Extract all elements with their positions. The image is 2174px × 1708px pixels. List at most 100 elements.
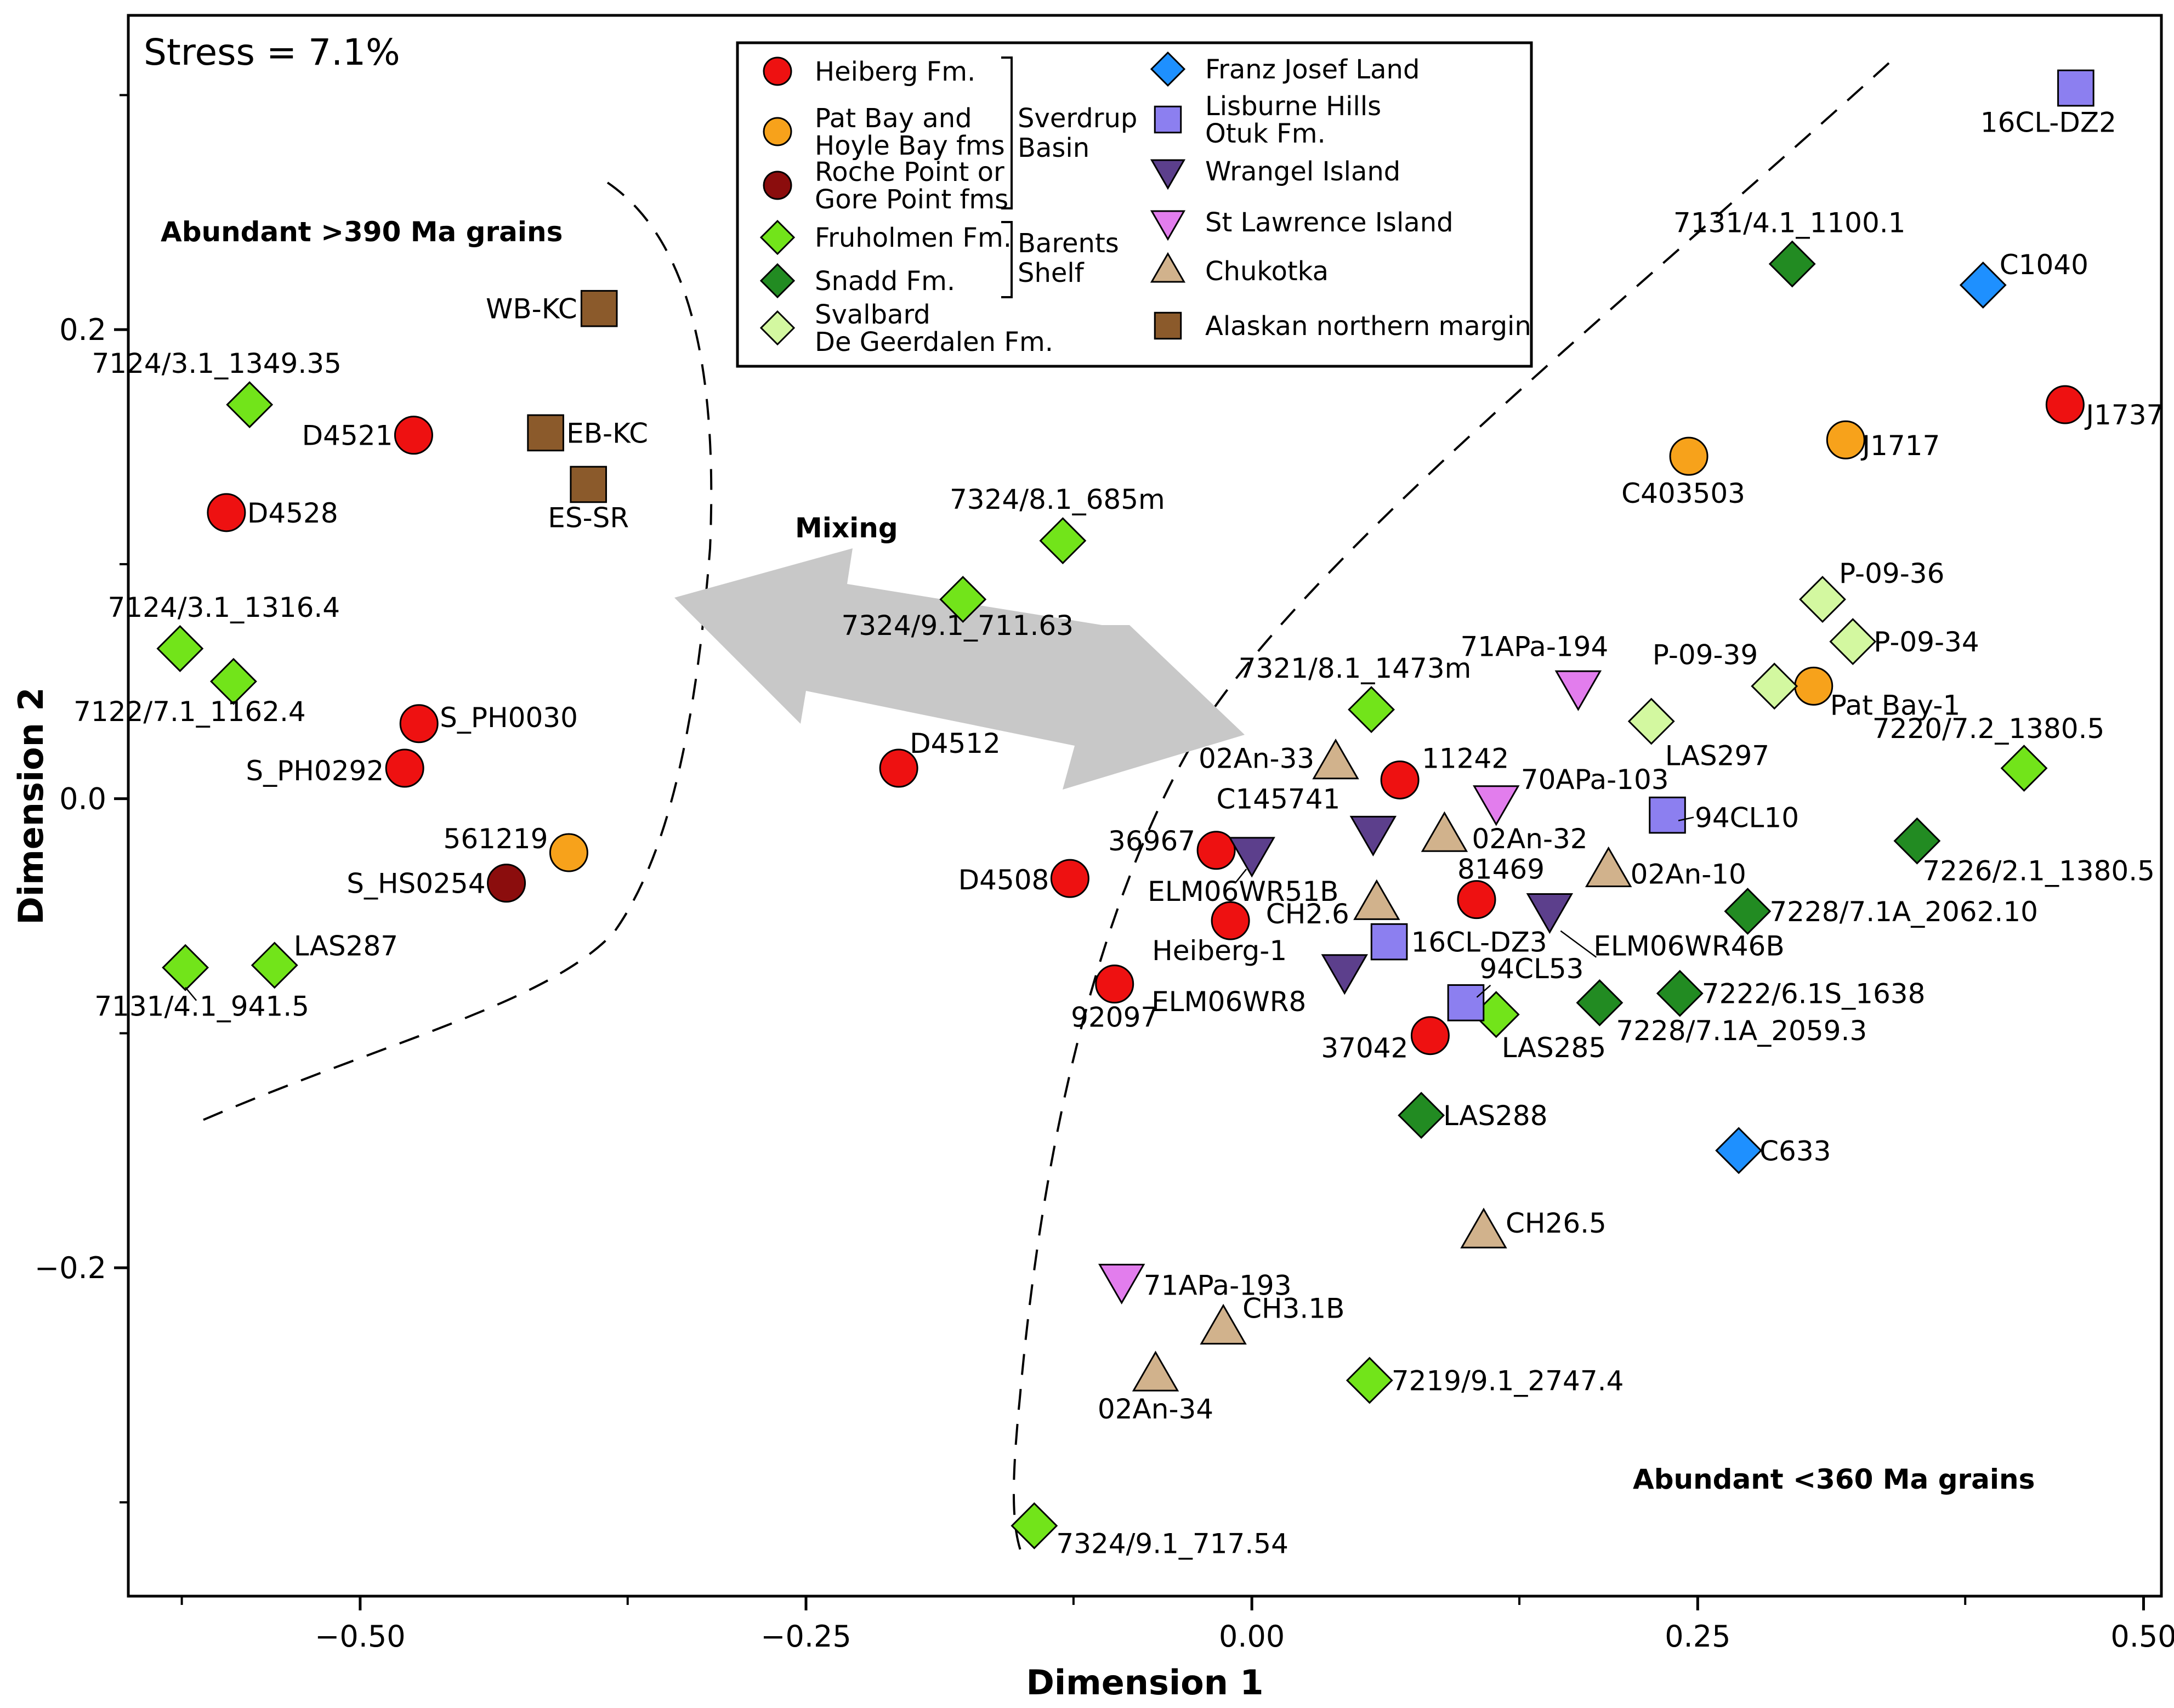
point-11242	[1380, 760, 1420, 799]
point-c1040	[1959, 261, 2007, 309]
label-ch2-6: CH2.6	[1266, 898, 1349, 930]
legend-marker-heiberg-fm	[763, 56, 792, 86]
legend-marker-pat-bay-and-hoyle-bay-fms	[763, 117, 792, 146]
legend-label-franz-josef-land: Franz Josef Land	[1205, 54, 1420, 85]
label-p-09-39: P-09-39	[1653, 639, 1758, 671]
y-tick-label: −0.2	[35, 1251, 106, 1285]
label-7324-9-1-711-63: 7324/9.1_711.63	[841, 610, 1074, 642]
right-boundary-line	[1012, 62, 1890, 1552]
point-02an-10	[1585, 846, 1632, 887]
x-tick-label: −0.25	[760, 1619, 851, 1654]
point-c633	[1715, 1127, 1763, 1174]
mixing-arrow	[674, 548, 1245, 790]
y-tick-label: 0.0	[59, 782, 106, 816]
label-pat-bay-1: Pat Bay-1	[1830, 689, 1961, 721]
label-heiberg-1: Heiberg-1	[1152, 935, 1287, 967]
label-s-hs0254: S_HS0254	[347, 868, 485, 900]
point-p-09-39	[1751, 662, 1798, 710]
plot-frame	[127, 14, 2163, 1598]
point-7220-7-2-1380-5	[2000, 745, 2048, 792]
x-tick-label: 0.00	[1219, 1619, 1285, 1654]
point-7228-7-1a-2062-10	[1724, 888, 1772, 935]
label-71apa-194: 71APa-194	[1460, 631, 1608, 662]
legend-marker-franz-josef-land	[1150, 51, 1186, 87]
point-71apa-193	[1098, 1263, 1145, 1305]
label-7124-3-1-1349-35: 7124/3.1_1349.35	[92, 348, 341, 379]
stress-label: Stress = 7.1%	[144, 31, 400, 73]
point-pat-bay-1	[1794, 666, 1834, 706]
point-7324-9-1-711-63	[939, 576, 987, 623]
point-p-09-36	[1799, 576, 1846, 623]
label-ch26-5: CH26.5	[1506, 1207, 1607, 1239]
x-tick-label: 0.50	[2110, 1619, 2174, 1654]
sverdrup-bracket	[1001, 56, 1013, 209]
label-7324-8-1-685m: 7324/8.1_685m	[950, 484, 1165, 515]
legend-marker-fruholmen-fm	[759, 219, 796, 256]
point-es-sr	[570, 466, 607, 503]
label-elm06wr51b: ELM06WR51B	[1148, 876, 1338, 907]
axis-ticks: −0.50 −0.25 0.00 0.25 0.50 0.2 0.0 −0.2	[35, 94, 2174, 1654]
point-heiberg-1	[1211, 901, 1250, 940]
label-94cl10: 94CL10	[1695, 802, 1799, 834]
point-16cl-dz3	[1370, 923, 1408, 961]
label-eb-kc: EB-KC	[566, 417, 648, 449]
barents-group-label: Barents Shelf	[1018, 228, 1119, 288]
label-7122-7-1-1162-4: 7122/7.1_1162.4	[73, 696, 306, 728]
legend-marker-lisburne-hills-otuk-fm	[1154, 105, 1182, 134]
label-94cl53: 94CL53	[1479, 953, 1583, 985]
point-7226-2-1-1380-5	[1893, 817, 1941, 865]
label-c1040: C1040	[2000, 249, 2088, 281]
point-71apa-194	[1554, 670, 1602, 711]
label-7124-3-1-1316-4: 7124/3.1_1316.4	[108, 592, 340, 623]
legend-marker-roche-point-or-gore-point-fms	[763, 171, 792, 200]
point-c145741	[1349, 815, 1397, 857]
legend-label-fruholmen-fm: Fruholmen Fm.	[815, 223, 1012, 253]
label-71apa-193: 71APa-193	[1144, 1270, 1292, 1302]
label-wb-kc: WB-KC	[486, 293, 577, 325]
label-7220-7-2-1380-5: 7220/7.2_1380.5	[1872, 713, 2105, 745]
point-81469	[1457, 880, 1496, 920]
legend-marker-wrangel-island	[1150, 159, 1186, 190]
label-02an-10: 02An-10	[1631, 858, 1746, 890]
point-7321-8-1-1473m	[1348, 686, 1395, 734]
label-561219: 561219	[444, 823, 548, 855]
point-7124-3-1-1349-35	[226, 381, 274, 428]
point-elm06wr51b	[1228, 837, 1275, 878]
legend-label-st-lawrence-island: St Lawrence Island	[1205, 207, 1454, 238]
label-16cl-dz2: 16CL-DZ2	[1980, 107, 2116, 139]
label-las288: LAS288	[1443, 1100, 1547, 1132]
y-axis-title: Dimension 2	[11, 687, 51, 924]
label-las297: LAS297	[1665, 740, 1769, 772]
point-7131-4-1-941-5	[162, 944, 209, 991]
old-grains-note: Abundant >390 Ma grains	[161, 216, 563, 248]
label-d4512: D4512	[910, 728, 1001, 759]
point-7324-8-1-685m	[1039, 517, 1087, 565]
legend-label-heiberg-fm: Heiberg Fm.	[815, 56, 975, 87]
left-boundary-line	[197, 181, 713, 1123]
label-7324-9-1-717-54: 7324/9.1_717.54	[1056, 1528, 1288, 1560]
point-36967	[1196, 831, 1236, 870]
legend-marker-svalbard-de-geerdalen-fm	[759, 310, 796, 346]
label-c145741: C145741	[1217, 784, 1341, 815]
leader-elm51b	[1235, 869, 1247, 883]
legend-label-chukotka: Chukotka	[1205, 256, 1329, 287]
point-ch26-5	[1460, 1207, 1507, 1249]
label-7228-7-1a-2059-3: 7228/7.1A_2059.3	[1616, 1015, 1867, 1047]
label-las285: LAS285	[1502, 1032, 1606, 1064]
label-d4521: D4521	[302, 420, 393, 452]
label-s-ph0030: S_PH0030	[440, 702, 578, 734]
legend-label-svalbard-de-geerdalen-fm: Svalbard De Geerdalen Fm.	[815, 299, 1053, 358]
data-points	[156, 69, 2094, 1550]
legend-label-lisburne-hills-otuk-fm: Lisburne Hills Otuk Fm.	[1205, 91, 1381, 149]
x-tick-label: 0.25	[1665, 1619, 1730, 1654]
x-tick-label: −0.50	[315, 1619, 405, 1654]
point-92097	[1095, 964, 1134, 1004]
point-s-hs0254	[487, 864, 526, 903]
y-tick-label: 0.2	[59, 313, 106, 347]
point-7222-6-1s-1638	[1656, 969, 1704, 1017]
legend-label-roche-point-or-gore-point-fms: Roche Point or Gore Point fms	[815, 157, 1008, 215]
point-37042	[1410, 1016, 1450, 1056]
label-elm06wr8: ELM06WR8	[1151, 986, 1306, 1018]
point-p-09-34	[1829, 618, 1877, 665]
